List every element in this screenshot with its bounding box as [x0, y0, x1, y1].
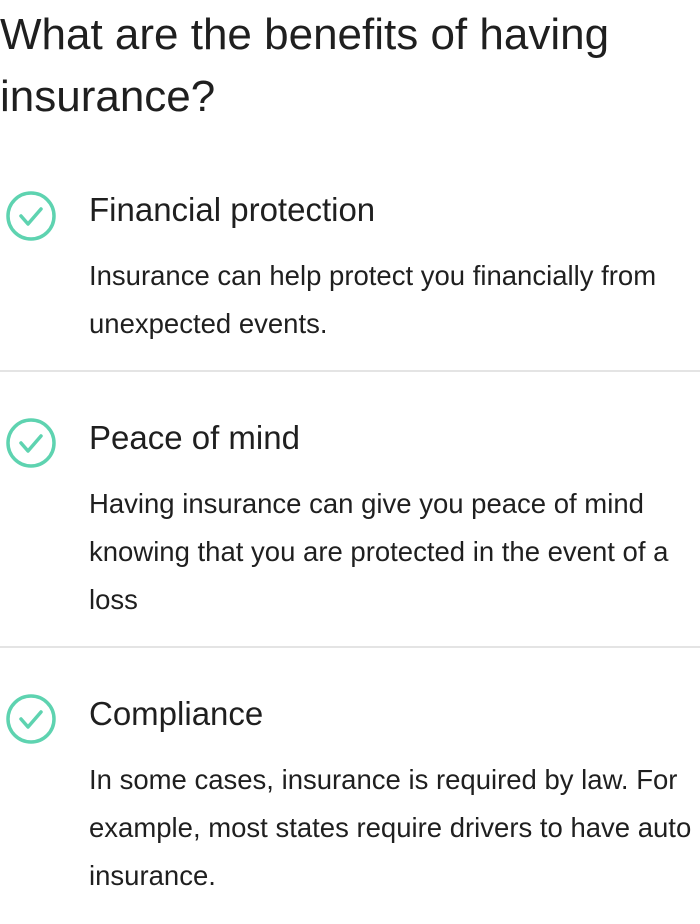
divider — [0, 646, 700, 648]
benefit-description: In some cases, insurance is required by … — [89, 764, 692, 891]
divider — [0, 370, 700, 372]
check-circle-icon — [6, 418, 56, 468]
benefit-description: Insurance can help protect you financial… — [89, 260, 657, 339]
check-circle-icon — [6, 191, 56, 241]
page-title: What are the benefits of having insuranc… — [0, 10, 610, 121]
check-circle-icon — [6, 694, 56, 744]
benefit-description: Having insurance can give you peace of m… — [89, 488, 669, 615]
benefit-title: Compliance — [89, 695, 264, 732]
benefit-title: Financial protection — [89, 191, 376, 228]
benefit-title: Peace of mind — [89, 419, 300, 456]
